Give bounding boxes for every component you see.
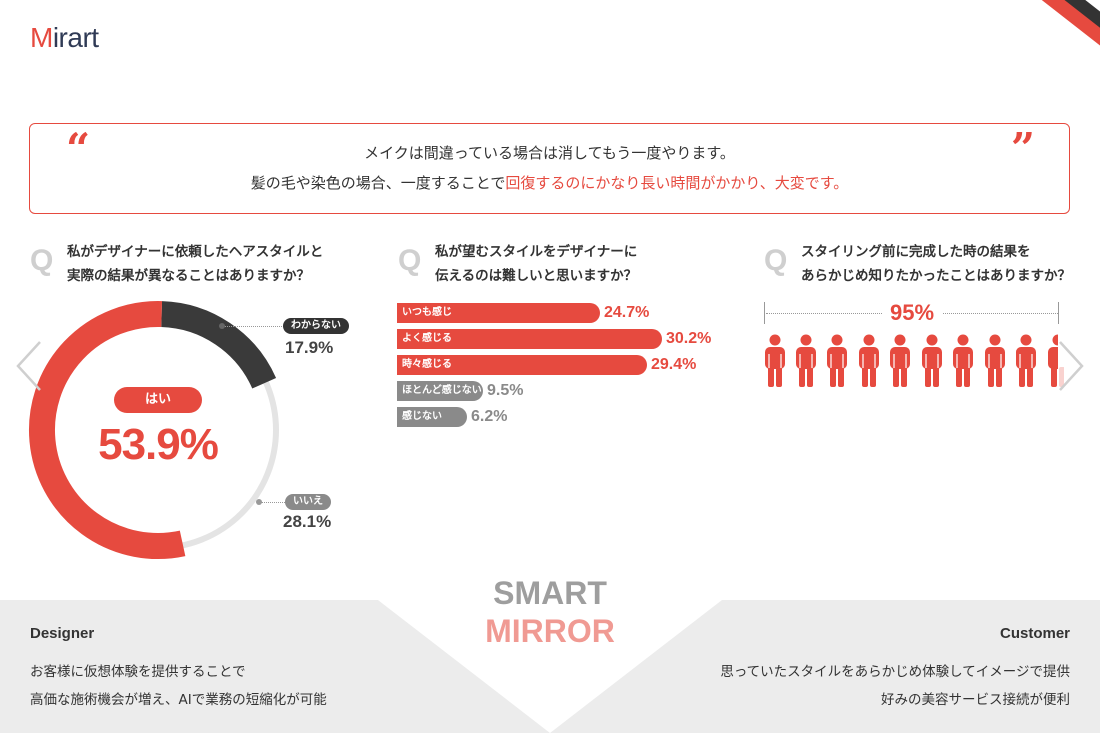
bar-value: 29.4% (651, 356, 697, 373)
bar-label: 時々感じる (402, 359, 452, 370)
logo[interactable]: Mirart (30, 22, 99, 54)
quote-close-icon: ” (1010, 124, 1035, 173)
yes-label-pill: はい (114, 387, 202, 413)
bar-label: 感じない (402, 411, 442, 422)
unknown-value: 17.9% (285, 338, 334, 357)
bar-value: 9.5% (487, 382, 524, 399)
question-3-line-1: スタイリング前に完成した時の結果を (801, 244, 1031, 260)
person-icon (827, 334, 847, 387)
question-1-line-1: 私がデザイナーに依頼したヘアスタイルと (67, 244, 324, 260)
smart-mirror-title: SMART MIRROR (470, 574, 630, 650)
quote-open-icon: “ (66, 124, 91, 173)
person-icon (765, 334, 785, 387)
question-3-line-2: あらかじめ知りたかったことはありますか？ (801, 268, 1071, 284)
customer-line-2: 好みの美容サービス接続が便利 (881, 692, 1070, 708)
person-icon (953, 334, 973, 387)
unknown-leader-line (222, 326, 284, 327)
yes-value: 53.9% (98, 420, 219, 469)
quote-line-1: メイクは間違っている場合は消してもう一度やります。 (364, 144, 735, 162)
bar-label: ほとんど感じない (402, 385, 482, 396)
q-letter-icon: Q (30, 244, 54, 277)
bottom-band (0, 600, 1100, 733)
q3-value: 95% (882, 300, 942, 326)
right-arrow-icon[interactable] (1056, 340, 1086, 392)
bar (397, 355, 647, 375)
donut-svg (28, 301, 279, 559)
customer-line-1: 思っていたスタイルをあらかじめ体験してイメージで提供 (720, 664, 1070, 680)
left-arrow-icon[interactable] (14, 340, 44, 392)
bar-value: 24.7% (604, 304, 650, 321)
donut-segment-yes (28, 301, 186, 559)
person-icon (985, 334, 1005, 387)
bar (397, 381, 483, 401)
person-icon (922, 334, 942, 387)
customer-title: Customer (999, 625, 1070, 642)
quote-line-2: 髪の毛や染色の場合、一度することで回復するのにかなり長い時間がかかり、大変です。 (30, 172, 1069, 193)
question-1-line-2: 実際の結果が異なることはありますか？ (67, 268, 310, 284)
quote-line-2-highlight: 回復するのにかなり長い時間がかかり、大変です。 (505, 174, 849, 192)
no-label-pill: いいえ (285, 494, 331, 510)
donut-chart: はい 53.9% (28, 300, 288, 560)
bottom-background (0, 600, 1100, 733)
question-1-text: 私がデザイナーに依頼したヘアスタイルと 実際の結果が異なることはありますか？ (67, 240, 323, 288)
no-leader-line (261, 502, 285, 503)
no-value: 28.1% (283, 512, 332, 531)
q-letter-icon: Q (398, 244, 422, 277)
bar (397, 303, 600, 323)
people-pictogram (764, 334, 1064, 394)
quote-line-2-plain: 髪の毛や染色の場合、一度することで (250, 174, 506, 192)
unknown-dot (219, 323, 225, 329)
person-icon (1016, 334, 1036, 387)
bar (397, 407, 467, 427)
donut-segment-unknown (160, 301, 277, 389)
designer-line-2: 高価な施術機会が増え、AIで業務の短縮化が可能 (30, 692, 327, 708)
range-tick-left (764, 302, 765, 324)
person-icon (890, 334, 910, 387)
smart-word: SMART (493, 575, 607, 611)
designer-title: Designer (30, 625, 95, 642)
q-letter-icon: Q (764, 244, 788, 277)
mirror-word: MIRROR (485, 613, 615, 649)
q3-range: 95% (764, 300, 1060, 328)
bar-value: 6.2% (471, 408, 508, 425)
quote-box: “ ” メイクは間違っている場合は消してもう一度やります。 髪の毛や染色の場合、… (29, 123, 1070, 214)
designer-line-1: お客様に仮想体験を提供することで (30, 664, 246, 680)
bar (397, 329, 662, 349)
bar-value: 30.2% (666, 330, 712, 347)
person-icon-partial (1048, 334, 1064, 387)
logo-initial: M (30, 22, 53, 53)
range-tick-right (1058, 302, 1059, 324)
question-2-line-1: 私が望むスタイルをデザイナーに (435, 244, 638, 260)
bar-label: よく感じる (402, 333, 452, 344)
bar-label: いつも感じ (402, 307, 452, 318)
no-dot (256, 499, 262, 505)
question-2-line-2: 伝えるのは難しいと思いますか？ (435, 268, 638, 284)
corner-decoration (990, 0, 1100, 90)
question-2-text: 私が望むスタイルをデザイナーに 伝えるのは難しいと思いますか？ (435, 240, 637, 288)
unknown-label-pill: わからない (283, 318, 349, 334)
logo-rest: irart (52, 22, 99, 53)
person-icon (796, 334, 816, 387)
question-3-text: スタイリング前に完成した時の結果を あらかじめ知りたかったことはありますか？ (801, 240, 1071, 288)
person-icon (859, 334, 879, 387)
